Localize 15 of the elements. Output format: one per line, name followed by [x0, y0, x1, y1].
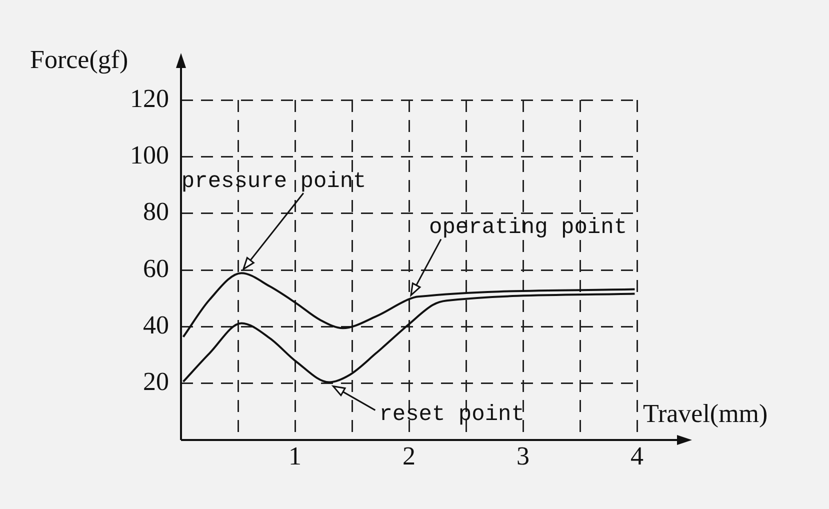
y-tick-label: 60 — [143, 254, 169, 283]
annotation: pressure point — [181, 169, 366, 194]
y-axis-title: Force(gf) — [30, 45, 128, 74]
annotation: operating point — [429, 215, 628, 240]
y-tick-label: 100 — [130, 140, 169, 170]
y-tick-label: 20 — [143, 367, 169, 396]
x-tick-label: 3 — [516, 441, 530, 470]
x-tick-label: 4 — [630, 441, 644, 470]
x-axis-title: Travel(mm) — [643, 399, 768, 428]
x-tick-label: 2 — [402, 441, 416, 470]
annotation: reset point — [379, 402, 524, 428]
y-tick-label: 40 — [143, 310, 169, 340]
y-tick-label: 120 — [130, 84, 169, 113]
y-tick-label: 80 — [143, 197, 169, 226]
x-tick-label: 1 — [288, 441, 302, 470]
